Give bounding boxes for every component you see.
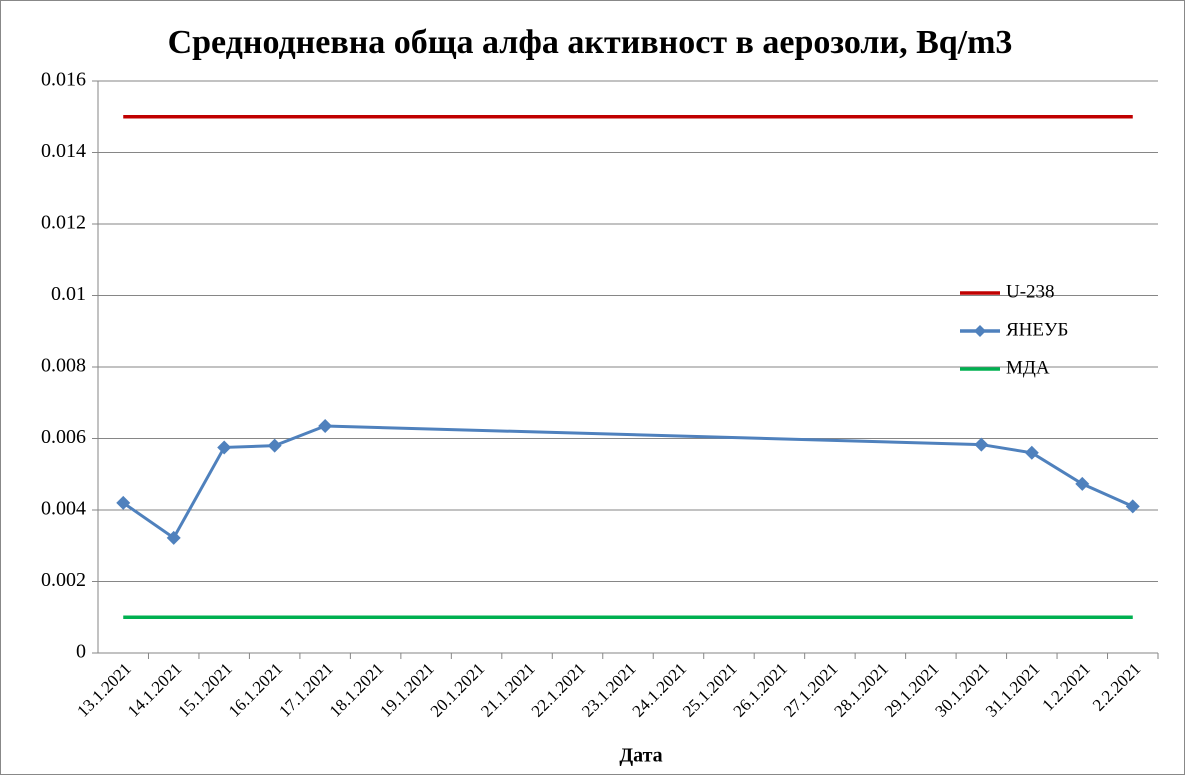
data-point — [267, 438, 282, 453]
data-point — [1075, 476, 1090, 491]
data-point — [166, 530, 181, 545]
legend-label: ЯНЕУБ — [1006, 319, 1068, 340]
data-point — [1024, 445, 1039, 460]
legend-label: МДА — [1006, 357, 1050, 378]
y-tick-label: 0 — [76, 641, 86, 663]
legend-marker — [974, 325, 986, 337]
data-point — [974, 437, 989, 452]
y-tick-label: 0.01 — [51, 283, 86, 305]
y-tick-label: 0.002 — [41, 569, 86, 591]
y-tick-label: 0.006 — [41, 426, 86, 448]
data-point — [1125, 499, 1140, 514]
data-point — [318, 418, 333, 433]
y-tick-label: 0.014 — [41, 140, 86, 162]
data-point — [217, 440, 232, 455]
y-tick-label: 0.016 — [41, 69, 86, 91]
data-point — [116, 495, 131, 510]
chart-title: Среднодневна обща алфа активност в аероз… — [168, 24, 1013, 61]
y-tick-label: 0.012 — [41, 212, 86, 234]
y-tick-label: 0.008 — [41, 355, 86, 377]
x-axis-title: Дата — [619, 745, 662, 767]
y-tick-label: 0.004 — [41, 498, 86, 520]
legend-label: U-238 — [1006, 281, 1055, 302]
